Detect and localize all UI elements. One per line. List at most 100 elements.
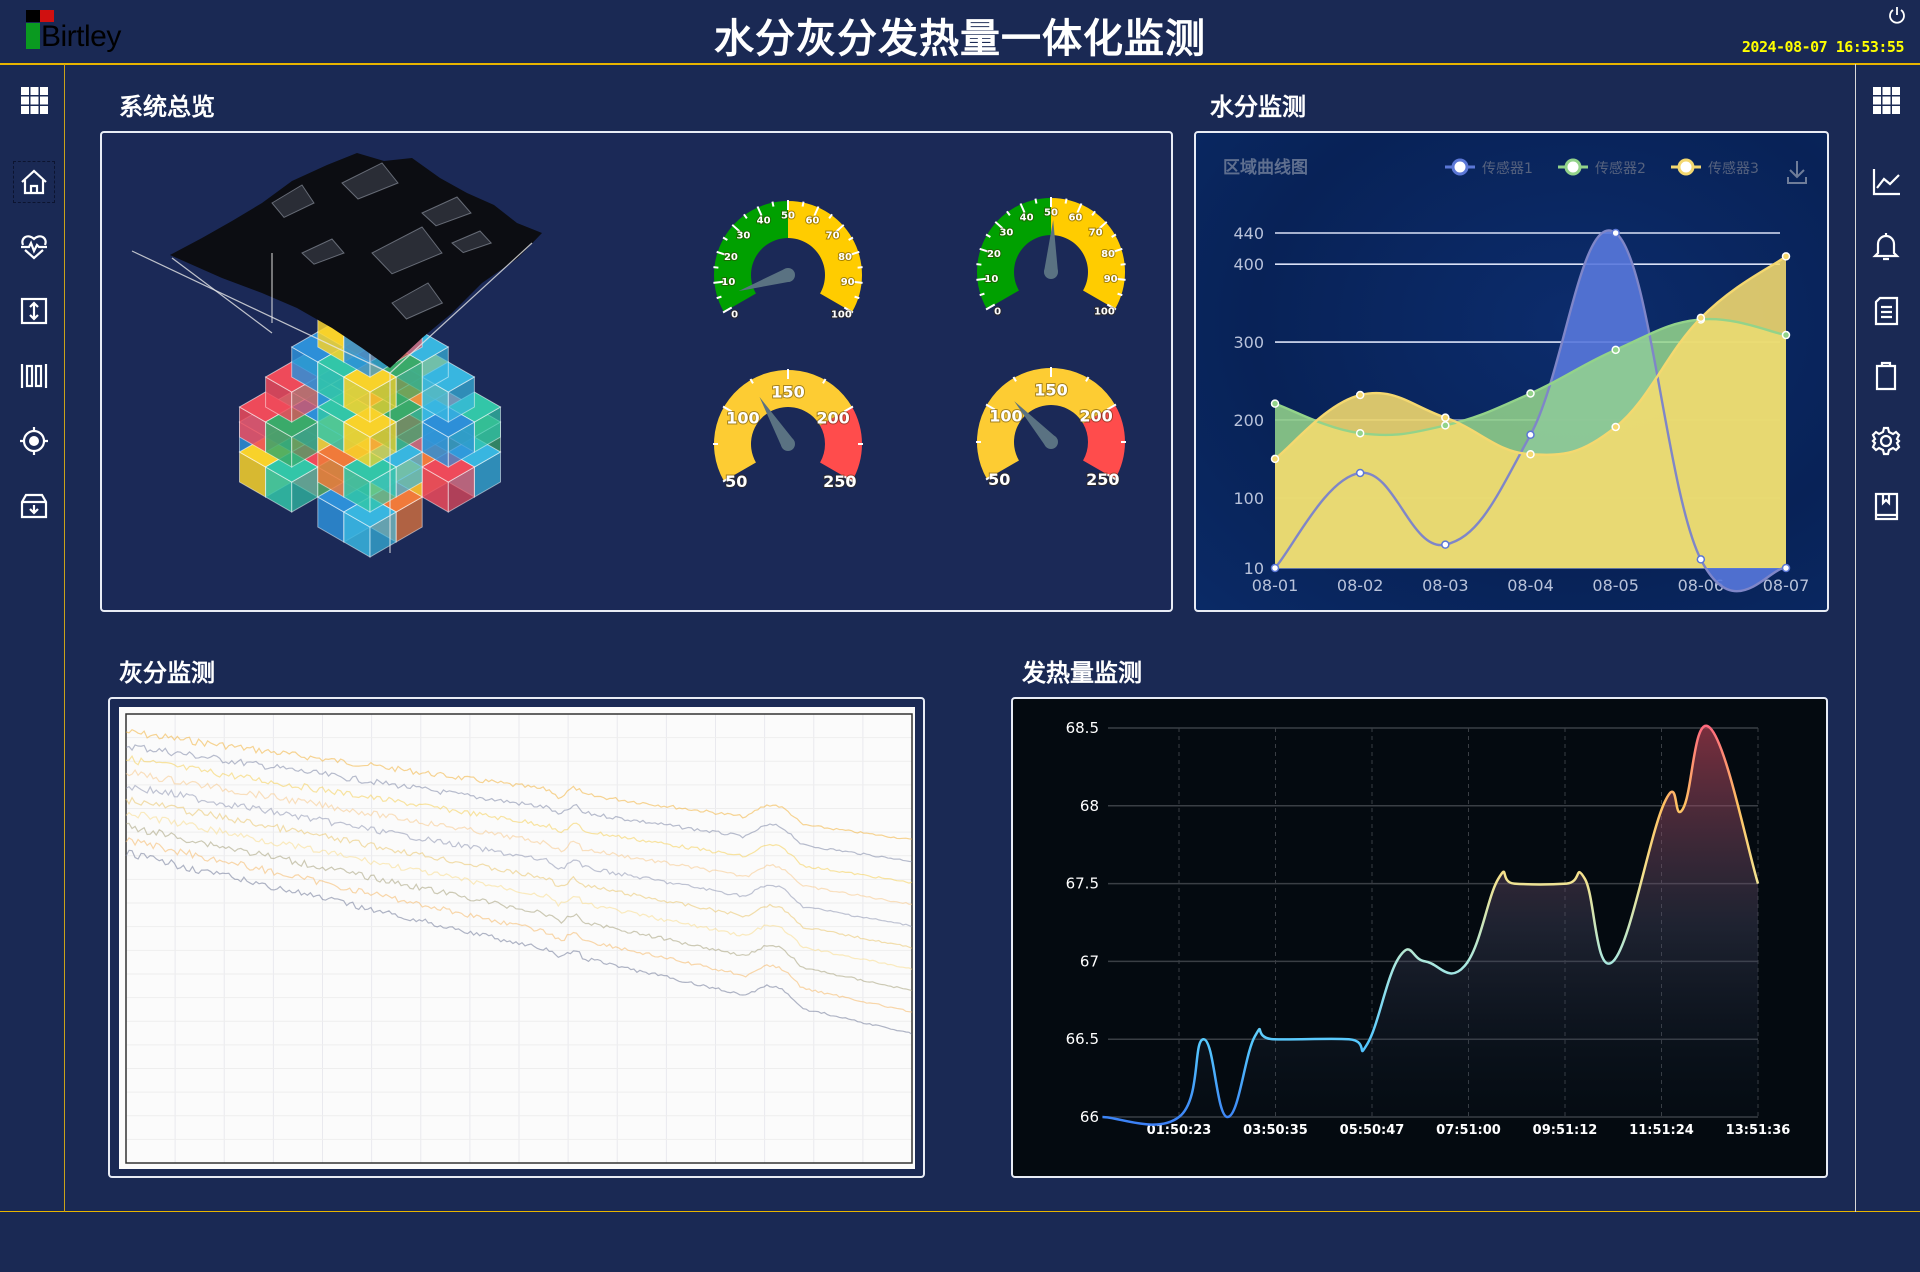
gauge-tick [852,280,863,284]
data-point [1441,413,1450,422]
gear-icon [1871,426,1901,456]
gauge-needle-hub [1044,265,1058,279]
right-nav-document-button[interactable] [1866,291,1906,331]
left-nav-barcode-button[interactable] [14,356,54,396]
coal-highlight [371,226,443,275]
left-nav-transfer-button[interactable] [14,291,54,331]
x-tick-label: 08-01 [1252,576,1299,595]
x-tick-label: 13:51:36 [1726,1123,1791,1138]
gauge-band [714,370,853,481]
left-nav-home-button[interactable] [13,161,55,203]
gauge-tick [828,213,833,219]
gauge-tick [713,266,719,269]
ash-spectrum-line [125,837,913,1013]
gauge-label: 0 [731,309,738,320]
gauge-tick [1034,198,1038,204]
clipboard-icon [1875,361,1897,391]
legend-item-3[interactable]: 传感器3 [1671,158,1759,177]
gauge-label: 150 [771,383,804,402]
moisture-chart-panel: 区域曲线图 传感器1 传感器2 传感器3 10 100 200 300 400 440 08-01 0… [1194,131,1829,612]
data-point [1611,345,1620,355]
wireframe-line [131,250,391,374]
gauge-tick [1085,376,1090,382]
gauge-tick [857,266,863,269]
overview-panel: 0 10 20 30 40 50 60 70 80 90 100 0 10 20 30 40 50 60 70 80 9… [100,131,1173,612]
grid-icon [1873,87,1900,114]
gauge-tick [722,405,733,413]
gauge-needle-hub [781,437,795,451]
legend-marker [1677,158,1695,176]
gauge-tick [1091,210,1096,216]
gauge-needle-hub [1044,435,1058,449]
left-nav-archive-button[interactable] [14,486,54,526]
gauge-tick [713,280,724,284]
left-nav-apps-button[interactable] [14,80,54,120]
gauge-needle-hub [781,268,795,282]
left-nav-health-button[interactable] [14,226,54,266]
gauge-tick [716,250,727,256]
x-tick-label: 09:51:12 [1533,1123,1598,1138]
moisture-area-chart: 区域曲线图 传感器1 传感器2 传感器3 10 100 200 300 400 440 08-01 0… [1223,157,1809,595]
y-tick-label: 68 [1080,797,1099,815]
data-point [1781,252,1791,261]
legend-item-2[interactable]: 传感器2 [1558,158,1646,177]
gauge-label: 80 [1101,249,1115,260]
y-tick-label: 400 [1233,255,1264,274]
gauge-tick [854,295,860,300]
right-nav-alarm-button[interactable] [1866,226,1906,266]
data-point [1441,421,1450,430]
gauge-tick [1120,263,1126,266]
ash-spectrum-line [125,755,913,884]
right-nav-settings-button[interactable] [1866,421,1906,461]
gauge-tick [985,233,991,238]
footer-divider [0,1211,1920,1212]
x-tick-label: 03:50:35 [1243,1123,1308,1138]
ash-spectrum-line [125,728,913,840]
data-point [1270,399,1280,408]
section-title-moisture: 水分监测 [1210,93,1306,121]
gauge-band [976,367,1116,479]
x-tick-label: 08-05 [1592,576,1639,595]
ash-spectrum-line [125,744,913,863]
gauge-tick [749,378,754,384]
download-icon [1787,161,1807,184]
gauge-tick [976,263,982,266]
right-nav-apps-button[interactable] [1866,80,1906,120]
x-tick-label: 05:50:47 [1340,1123,1405,1138]
data-point [1611,228,1620,238]
gauge-4: 50 100 150 200 250 [976,367,1126,490]
gauge-tick [801,201,805,207]
y-tick-label: 200 [1233,411,1264,430]
x-tick-label: 07:51:00 [1436,1123,1501,1138]
data-point [1270,563,1280,573]
book-icon [1874,492,1899,521]
right-nav-clipboard-button[interactable] [1866,356,1906,396]
legend-label: 传感器3 [1708,160,1759,177]
x-tick-label: 01:50:23 [1147,1123,1212,1138]
legend-item-1[interactable]: 传感器1 [1445,158,1533,177]
gauge-label: 250 [823,472,856,491]
data-point [1696,555,1706,564]
right-nav-trend-button[interactable] [1866,162,1906,202]
line-chart-icon [1872,169,1900,196]
ash-spectrum-line [125,784,913,928]
section-title-overview: 系统总览 [119,93,215,121]
power-button[interactable] [1887,5,1907,25]
series-area-3 [1275,256,1786,568]
heat-line [1102,724,1760,1126]
left-nav-target-button[interactable] [14,421,54,461]
gauge-tick [835,224,845,233]
y-tick-label: 67.5 [1066,875,1099,893]
coal-highlight [301,238,345,265]
left-sidebar-divider [64,64,65,1212]
gauge-band [1051,198,1125,309]
data-point [1781,563,1791,573]
gauge-tick [1117,292,1123,297]
gauge-needle [1014,401,1057,447]
gauge-label: 30 [999,227,1013,238]
legend-label: 传感器2 [1595,160,1646,177]
right-nav-manual-button[interactable] [1866,486,1906,526]
download-button[interactable] [1787,161,1807,184]
gauge-label: 50 [1044,208,1058,219]
gauge-tick [985,403,996,411]
